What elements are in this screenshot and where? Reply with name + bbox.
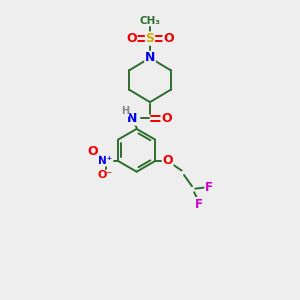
Text: N⁺: N⁺ xyxy=(98,156,113,166)
Text: O: O xyxy=(162,154,173,167)
Text: O: O xyxy=(163,32,174,45)
Text: H: H xyxy=(121,106,129,116)
Text: F: F xyxy=(205,181,213,194)
Text: CH₃: CH₃ xyxy=(140,16,160,26)
Text: O: O xyxy=(161,112,172,125)
Text: O: O xyxy=(126,32,137,45)
Text: O⁻: O⁻ xyxy=(98,170,113,180)
Text: O: O xyxy=(88,145,98,158)
Text: N: N xyxy=(145,51,155,64)
Text: S: S xyxy=(146,32,154,45)
Text: N: N xyxy=(127,112,137,125)
Text: F: F xyxy=(195,198,203,211)
